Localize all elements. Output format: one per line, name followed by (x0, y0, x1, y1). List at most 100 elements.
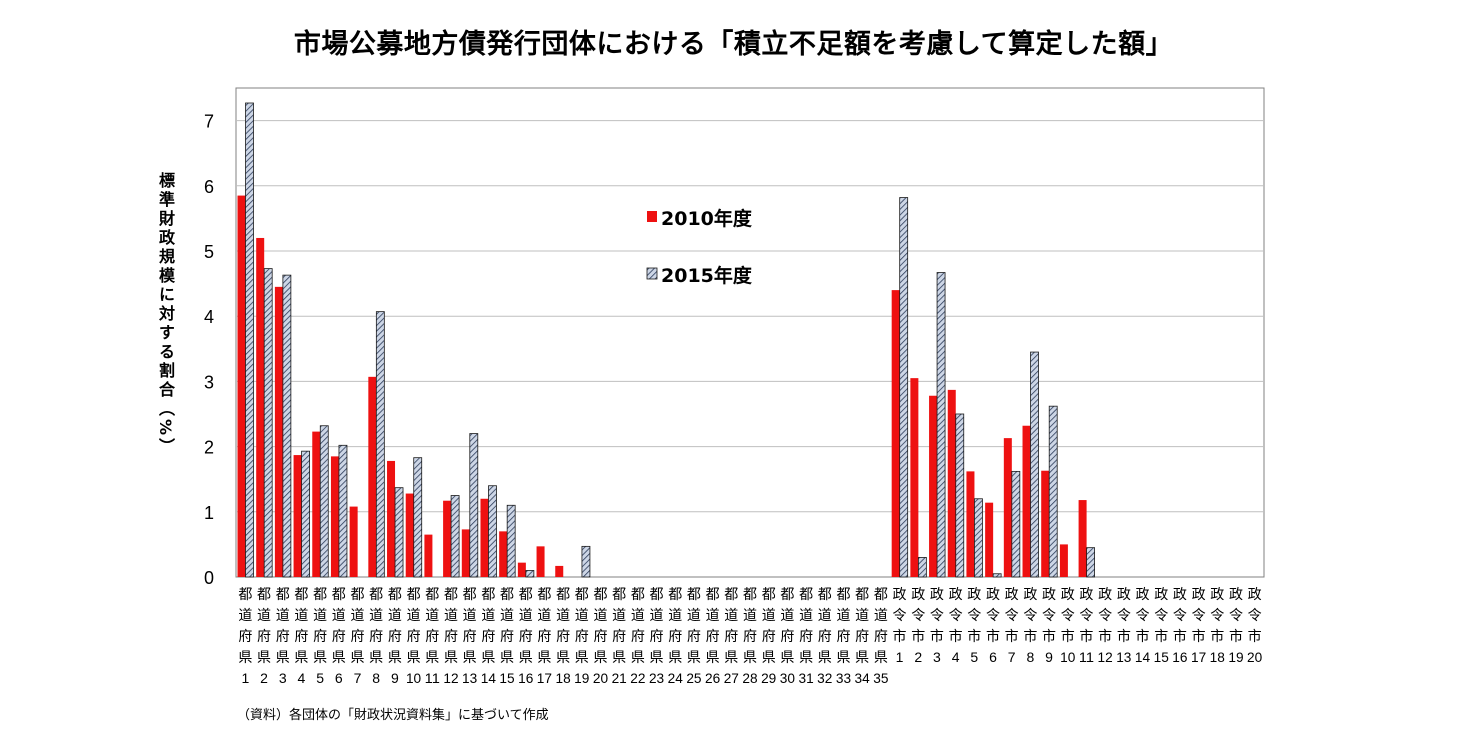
x-tick-char: 政 (949, 587, 963, 603)
bar-2010 (405, 493, 414, 577)
x-tick-char: 県 (425, 650, 439, 666)
bar-2010 (499, 531, 508, 577)
x-tick-char: 都 (388, 587, 402, 603)
x-tick-char: 道 (762, 608, 776, 624)
x-tick-number: 33 (836, 670, 851, 686)
legend-swatch-2015 (646, 267, 658, 280)
x-tick-char: 市 (911, 628, 925, 645)
x-tick-char: 政 (1248, 587, 1262, 603)
x-tick-label: 政令市 20 (1247, 587, 1262, 665)
x-tick-char: 県 (388, 650, 402, 666)
x-tick-char: 府 (388, 629, 402, 645)
x-tick-char: 市 (1248, 628, 1262, 645)
x-tick-char: 都 (799, 587, 813, 603)
bar-2010 (424, 534, 433, 577)
x-tick-label: 政令市 2 (911, 587, 925, 665)
x-tick-char: 令 (1173, 608, 1187, 624)
x-tick-char: 県 (276, 650, 290, 666)
x-tick-label: 政令市 8 (1023, 587, 1037, 665)
x-tick-number: 13 (462, 670, 477, 686)
x-tick-char: 道 (257, 608, 271, 624)
x-tick-label: 政令市 15 (1154, 587, 1169, 665)
x-tick-char: 府 (332, 629, 346, 645)
bar-2010 (349, 506, 358, 577)
bar-2015 (375, 311, 385, 578)
x-tick-char: 市 (1061, 628, 1075, 645)
bar-2010 (330, 456, 339, 577)
x-tick-char: 令 (1023, 608, 1037, 624)
bar-2010 (966, 471, 975, 577)
x-tick-char: 府 (743, 629, 757, 645)
bars (237, 102, 1095, 578)
x-tick-char: 市 (1229, 628, 1243, 645)
x-tick-char: 政 (1042, 587, 1056, 603)
x-tick-char: 都 (276, 587, 290, 603)
bar-2015 (488, 485, 497, 578)
x-tick-number: 12 (1098, 649, 1113, 665)
x-tick-char: 県 (743, 650, 757, 666)
x-tick-char: 市 (949, 628, 963, 645)
x-tick-label: 政令市 12 (1098, 587, 1113, 665)
x-tick-char: 市 (986, 628, 1000, 645)
bar-2015 (936, 272, 946, 578)
x-tick-char: 県 (444, 650, 458, 666)
x-tick-char: 道 (874, 608, 888, 624)
x-tick-char: 都 (874, 587, 888, 603)
legend-label-2010: 2010年度 (661, 207, 753, 230)
y-tick-label: 3 (204, 372, 214, 392)
x-tick-char: 県 (631, 650, 645, 666)
bar-2010 (910, 378, 919, 577)
x-tick-char: 県 (818, 650, 832, 666)
x-tick-char: 都 (332, 587, 346, 603)
x-tick-char: 市 (1154, 628, 1168, 645)
x-tick-label: 政令市 9 (1042, 587, 1056, 665)
x-tick-char: 道 (500, 608, 514, 624)
bar-2010 (985, 502, 994, 577)
bar-2010 (293, 455, 302, 577)
x-tick-char: 政 (1173, 587, 1187, 603)
x-tick-char: 令 (1154, 608, 1168, 624)
bar-2015 (469, 433, 479, 578)
x-tick-char: 政 (1098, 587, 1112, 603)
x-tick-char: 道 (650, 608, 664, 624)
x-tick-char: 令 (949, 608, 963, 624)
x-tick-char: 県 (874, 650, 888, 666)
x-tick-char: 道 (388, 608, 402, 624)
x-tick-char: 道 (556, 608, 570, 624)
x-tick-char: 県 (369, 650, 383, 666)
x-tick-char: 都 (407, 587, 421, 603)
x-tick-char: 府 (350, 629, 364, 645)
x-tick-char: 政 (1154, 587, 1168, 603)
x-tick-char: 府 (537, 629, 551, 645)
x-tick-char: 政 (1023, 587, 1037, 603)
x-tick-char: 府 (818, 629, 832, 645)
bar-2015 (1086, 547, 1095, 578)
x-tick-number: 30 (780, 670, 795, 686)
x-tick-number: 13 (1116, 649, 1131, 665)
x-tick-char: 都 (650, 587, 664, 603)
x-tick-char: 都 (313, 587, 327, 603)
x-tick-char: 都 (537, 587, 551, 603)
x-tick-char: 県 (556, 650, 570, 666)
x-tick-number: 27 (724, 670, 739, 686)
x-tick-char: 都 (463, 587, 477, 603)
x-tick-char: 府 (369, 629, 383, 645)
x-tick-char: 道 (818, 608, 832, 624)
x-tick-number: 24 (668, 670, 683, 686)
x-tick-char: 道 (743, 608, 757, 624)
x-tick-char: 市 (1023, 628, 1037, 645)
x-tick-char: 都 (687, 587, 701, 603)
x-tick-char: 市 (1192, 628, 1206, 645)
x-tick-char: 道 (294, 608, 308, 624)
x-tick-number: 4 (952, 649, 960, 665)
x-tick-label: 政令市 11 (1079, 587, 1094, 665)
